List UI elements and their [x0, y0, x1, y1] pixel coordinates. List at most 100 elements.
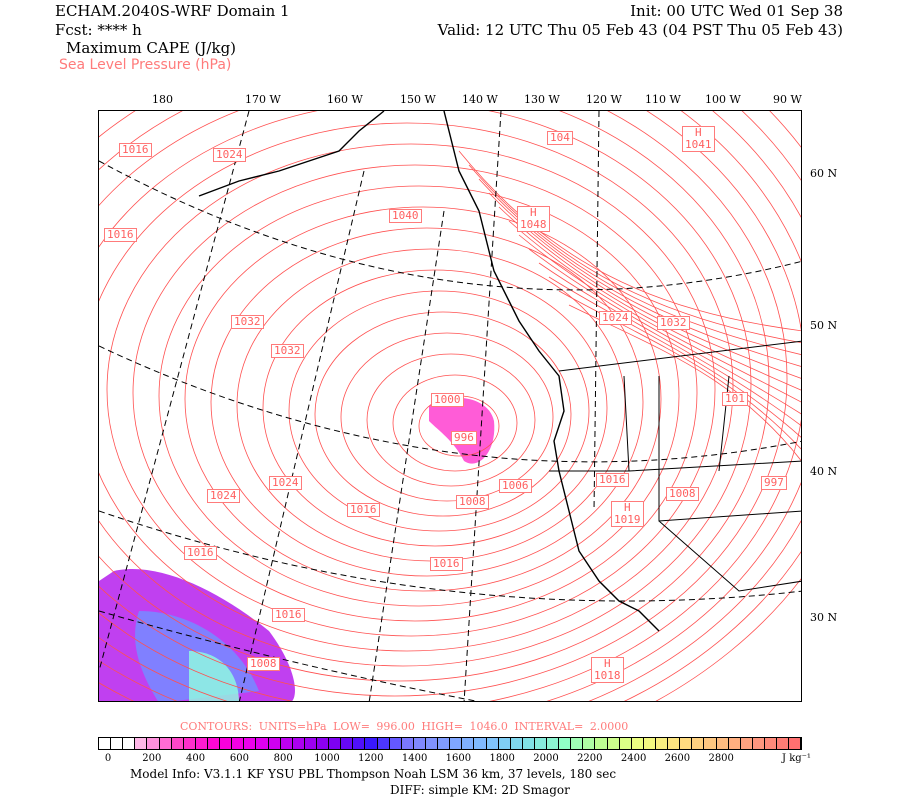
latitude-line [99, 510, 801, 602]
colorbar-cell [135, 738, 148, 749]
colorbar-cell [583, 738, 596, 749]
pressure-label: 1024 [269, 476, 302, 490]
alaska-coastline [198, 111, 385, 197]
colorbar-cell [534, 738, 548, 749]
isobar [548, 276, 801, 438]
colorbar-cell [777, 738, 790, 749]
colorbar-cell [304, 738, 317, 749]
colorbar-tick: 2800 [708, 753, 734, 764]
isobar [99, 111, 752, 667]
valid-time: Valid: 12 UTC Thu 05 Feb 43 (04 PST Thu … [437, 21, 843, 39]
colorbar-cell [401, 738, 414, 749]
colorbar-tick: 1600 [445, 753, 472, 764]
colorbar-tick: 2400 [620, 753, 647, 764]
colorbar-cell [425, 738, 439, 749]
lon-label: 170 W [245, 93, 281, 106]
pressure-label: 1024 [207, 489, 240, 503]
colorbar-cell [716, 738, 729, 749]
pressure-label: 104 [547, 131, 573, 145]
pressure-label: 1008 [247, 657, 280, 671]
pressure-label: 1032 [657, 316, 690, 330]
isobar [478, 178, 801, 355]
init-time: Init: 00 UTC Wed 01 Sep 38 [630, 2, 843, 20]
diff-info: DIFF: simple KM: 2D Smagor [390, 783, 570, 797]
model-title: ECHAM.2040S-WRF Domain 1 [55, 2, 290, 20]
state-borders [549, 340, 801, 592]
isobar [558, 290, 801, 450]
colorbar-cell [607, 738, 620, 749]
colorbar-cell [522, 738, 535, 749]
colorbar-cell [353, 738, 366, 749]
colorbar-cell [656, 738, 669, 749]
colorbar-tick: 400 [186, 753, 206, 764]
colorbar-cell [631, 738, 644, 749]
pressure-label: 1016 [430, 557, 463, 571]
isobar [99, 111, 788, 697]
colorbar-tick: 1400 [401, 753, 428, 764]
colorbar-cell [207, 738, 221, 749]
colorbar-cell [280, 738, 293, 749]
isobar [288, 290, 590, 532]
isobar [314, 311, 572, 517]
colorbar-cell [389, 738, 402, 749]
west-coastline [443, 111, 660, 632]
colorbar-cell [341, 738, 354, 749]
isobar [99, 122, 734, 652]
isobar [518, 234, 801, 403]
isobar [132, 164, 698, 622]
pressure-label: 1032 [231, 315, 264, 329]
contour-info: CONTOURS: UNITS=hPa LOW= 996.00 HIGH= 10… [180, 720, 629, 733]
colorbar-cell [413, 738, 426, 749]
colorbar-cell [232, 738, 245, 749]
colorbar-cell [377, 738, 390, 749]
color-bar [98, 737, 802, 750]
pressure-label: 1000 [431, 393, 464, 407]
colorbar-cell [292, 738, 305, 749]
pressure-label: 1016 [184, 546, 217, 560]
longitude-line [238, 170, 365, 701]
pressure-label: H 1018 [591, 657, 624, 683]
colorbar-cell [316, 738, 330, 749]
colorbar-cell [147, 738, 160, 749]
colorbar-cell [256, 738, 269, 749]
colorbar-cell [171, 738, 184, 749]
isobar [184, 206, 662, 592]
colorbar-tick: 2000 [533, 753, 559, 764]
colorbar-cell [752, 738, 766, 749]
map-panel: 1016 1024 1040 H 1048 H 1041 104 1016 1032 1032 1… [98, 110, 802, 702]
colorbar-cell [595, 738, 608, 749]
colorbar-cell [740, 738, 753, 749]
colorbar-tick: 1200 [358, 753, 384, 764]
colorbar-cell [183, 738, 196, 749]
pressure-label: 1016 [104, 228, 137, 242]
colorbar-cell [486, 738, 499, 749]
field-cape-title: Maximum CAPE (J/kg) [66, 39, 237, 57]
isobar [508, 220, 801, 391]
pressure-label: H 1019 [611, 501, 644, 527]
colorbar-cell [268, 738, 281, 749]
colorbar-cell [498, 738, 511, 749]
isobar [262, 269, 608, 547]
colorbar-cell [510, 738, 523, 749]
isobar [498, 206, 801, 379]
colorbar-cell [220, 738, 233, 749]
colorbar-cell [195, 738, 208, 749]
cape-area-peak [189, 651, 239, 701]
colorbar-tick: 200 [142, 753, 162, 764]
isobar [210, 227, 644, 577]
lon-label: 160 W [327, 93, 363, 106]
colorbar-cell [704, 738, 717, 749]
colorbar-cell [547, 738, 560, 749]
lat-label: 60 N [810, 167, 838, 180]
pressure-label: 1008 [456, 495, 489, 509]
lat-label: 30 N [810, 611, 838, 624]
pressure-label: 1016 [119, 143, 152, 157]
pressure-label: 1008 [666, 487, 699, 501]
isobar [340, 332, 554, 502]
colorbar-cell [668, 738, 681, 749]
pressure-label: 1016 [272, 608, 305, 622]
cape-area-low [429, 397, 495, 464]
lon-label: 110 W [645, 93, 681, 106]
isobar [392, 374, 518, 472]
